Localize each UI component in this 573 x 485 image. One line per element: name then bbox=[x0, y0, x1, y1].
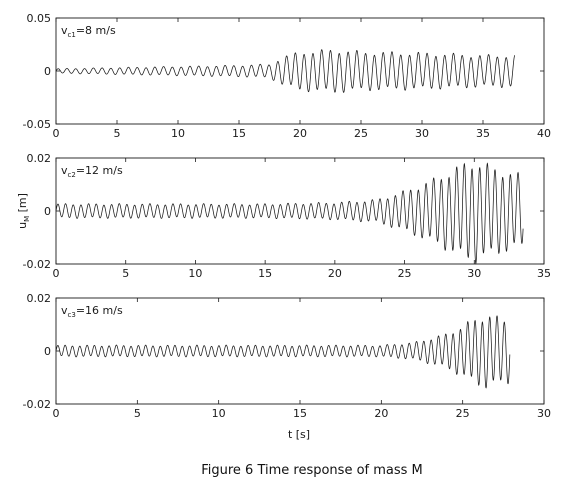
x-tick-label: 10 bbox=[171, 127, 185, 140]
x-axis-label: t [s] bbox=[288, 428, 310, 441]
y-tick-label: 0.02 bbox=[27, 152, 52, 165]
y-tick-label: 0.02 bbox=[27, 292, 52, 305]
x-tick-label: 10 bbox=[188, 267, 202, 280]
figure-caption: Figure 6 Time response of mass M bbox=[201, 463, 423, 478]
x-tick-label: 0 bbox=[53, 127, 60, 140]
x-tick-label: 30 bbox=[537, 407, 551, 420]
y-tick-label: -0.02 bbox=[23, 398, 51, 411]
y-tick-label: -0.05 bbox=[23, 118, 51, 131]
response-line-1 bbox=[55, 315, 511, 389]
x-tick-label: 15 bbox=[258, 267, 272, 280]
x-tick-label: 25 bbox=[354, 127, 368, 140]
response-line-1 bbox=[55, 162, 524, 265]
y-axis-label-subscript: M bbox=[23, 216, 31, 222]
speed-annotation: vc3=16 m/s bbox=[61, 304, 123, 319]
x-tick-label: 10 bbox=[212, 407, 226, 420]
x-tick-label: 5 bbox=[134, 407, 141, 420]
response-line-1 bbox=[55, 49, 516, 93]
y-tick-label: 0 bbox=[44, 345, 51, 358]
y-tick-label: 0.05 bbox=[27, 12, 52, 25]
x-tick-label: 30 bbox=[415, 127, 429, 140]
x-tick-label: 20 bbox=[293, 127, 307, 140]
x-tick-label: 20 bbox=[374, 407, 388, 420]
speed-annotation: vc2=12 m/s bbox=[61, 164, 123, 179]
x-tick-label: 20 bbox=[328, 267, 342, 280]
plot-frame bbox=[55, 157, 545, 265]
x-tick-label: 35 bbox=[476, 127, 490, 140]
x-tick-label: 15 bbox=[232, 127, 246, 140]
y-tick-label: 0 bbox=[44, 205, 51, 218]
y-tick-label: 0 bbox=[44, 65, 51, 78]
x-tick-label: 35 bbox=[537, 267, 551, 280]
x-tick-label: 30 bbox=[467, 267, 481, 280]
y-tick-label: -0.02 bbox=[23, 258, 51, 271]
y-axis-label-main: u bbox=[16, 222, 29, 229]
x-tick-label: 0 bbox=[53, 407, 60, 420]
speed-annotation: vc1=8 m/s bbox=[61, 24, 116, 39]
x-tick-label: 25 bbox=[398, 267, 412, 280]
y-axis-label-unit: [m] bbox=[16, 193, 29, 216]
x-tick-label: 15 bbox=[293, 407, 307, 420]
x-tick-label: 5 bbox=[114, 127, 121, 140]
x-tick-label: 0 bbox=[53, 267, 60, 280]
x-tick-label: 40 bbox=[537, 127, 551, 140]
x-tick-label: 5 bbox=[122, 267, 129, 280]
x-tick-label: 25 bbox=[456, 407, 470, 420]
plot-frame bbox=[55, 17, 545, 125]
y-axis-label: uM [m] bbox=[16, 193, 31, 229]
